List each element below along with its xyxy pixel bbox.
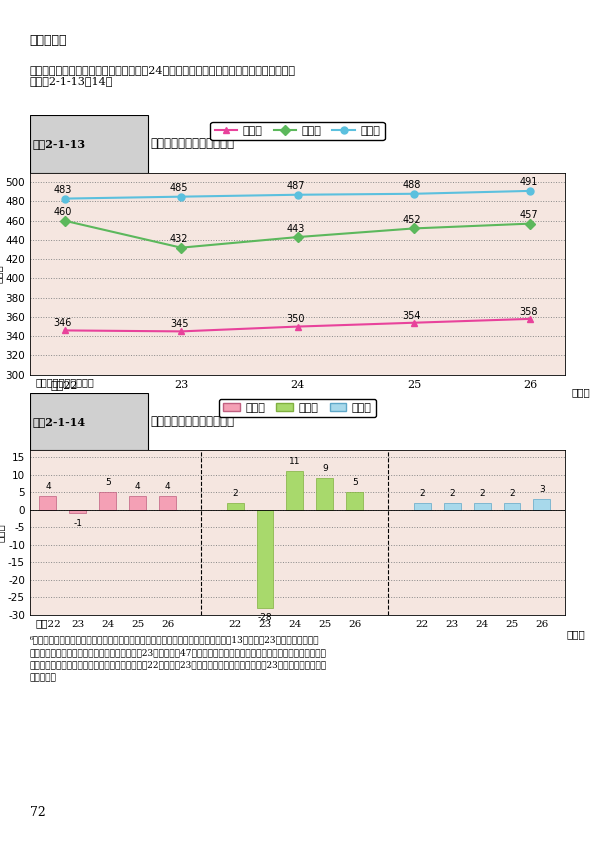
Bar [256, 510, 274, 608]
Bar [227, 503, 243, 510]
Text: 5: 5 [352, 478, 358, 488]
Line: 宮城県: 宮城県 [61, 217, 534, 251]
Text: （６）宅地: （６）宅地 [30, 34, 67, 46]
岩手県 [294, 322, 301, 332]
宮城県 [177, 242, 184, 253]
Text: 2: 2 [509, 488, 515, 498]
Text: 350: 350 [286, 314, 305, 324]
Text: 4: 4 [165, 482, 170, 491]
宮城県 [61, 216, 68, 226]
Text: 485: 485 [170, 183, 189, 193]
Line: 福島県: 福島県 [61, 188, 534, 202]
岩手県 [411, 317, 418, 328]
岩手県 [177, 327, 184, 337]
岩手県 [61, 325, 68, 335]
Text: 483: 483 [54, 185, 72, 195]
Text: （年）: （年） [566, 631, 585, 639]
FancyBboxPatch shape [30, 115, 148, 173]
Text: 被災３県の宅地面積の推移: 被災３県の宅地面積の推移 [151, 137, 234, 151]
Text: 354: 354 [403, 311, 421, 321]
Text: 5: 5 [105, 478, 111, 488]
Text: 11: 11 [289, 457, 300, 466]
Text: 460: 460 [54, 207, 72, 217]
Text: 457: 457 [519, 210, 538, 220]
Text: （年）: （年） [571, 388, 590, 397]
福島県 [294, 189, 301, 200]
Text: 資料：国土交通省資料: 資料：国土交通省資料 [35, 378, 94, 386]
宮城県 [294, 232, 301, 242]
Text: 491: 491 [519, 178, 538, 187]
Bar [286, 472, 303, 510]
Text: 358: 358 [519, 306, 538, 317]
Text: 2: 2 [479, 488, 485, 498]
岩手県 [527, 314, 534, 324]
Bar [129, 496, 146, 510]
Bar [533, 499, 550, 510]
Bar [474, 503, 490, 510]
Bar [414, 503, 431, 510]
Text: 488: 488 [403, 180, 421, 190]
Text: 345: 345 [170, 319, 189, 329]
宮城県 [527, 219, 534, 229]
Text: 2: 2 [449, 488, 455, 498]
FancyBboxPatch shape [30, 393, 148, 450]
Y-axis label: （㎢）: （㎢） [0, 523, 5, 542]
Legend: 岩手県, 宮城県, 福島県: 岩手県, 宮城県, 福島県 [219, 398, 376, 418]
Text: 2: 2 [232, 488, 238, 498]
Line: 岩手県: 岩手県 [61, 316, 534, 335]
Text: 443: 443 [286, 223, 305, 233]
Text: 487: 487 [286, 181, 305, 191]
Text: 346: 346 [54, 318, 72, 328]
Text: 452: 452 [403, 215, 421, 225]
Text: 2: 2 [419, 488, 425, 498]
Bar [317, 478, 333, 510]
Text: 432: 432 [170, 234, 189, 244]
宮城県 [411, 223, 418, 233]
Bar [503, 503, 521, 510]
Y-axis label: （㎢）: （㎢） [0, 264, 2, 283]
Bar [444, 503, 461, 510]
Text: 9: 9 [322, 464, 328, 473]
福島県 [61, 194, 68, 204]
Text: 図表2-1-13: 図表2-1-13 [33, 138, 86, 150]
福島県 [527, 186, 534, 196]
Text: -1: -1 [73, 519, 82, 528]
Bar [70, 510, 86, 514]
Text: 3: 3 [539, 485, 545, 494]
Text: 図表2-1-14: 図表2-1-14 [33, 416, 86, 428]
Bar [159, 496, 176, 510]
Text: 被災３県の宅地面積については、平成24年以降、復興事業の進捗等により増加した。
（図表2-1-13、14）: 被災３県の宅地面積については、平成24年以降、復興事業の進捗等により増加した。 … [30, 65, 296, 87]
Bar [39, 496, 57, 510]
福島県 [177, 192, 184, 202]
福島県 [411, 189, 418, 199]
Text: ⁶岩手県は、市町村で把握している震災により被害を受けた宅地の課税免除対象面積13㎢を平成23年以降加算して補
正している。宮城県は課税免除対象面積（平成23年実: ⁶岩手県は、市町村で把握している震災により被害を受けた宅地の課税免除対象面積13… [30, 636, 327, 682]
Bar [99, 493, 116, 510]
Text: 72: 72 [30, 806, 45, 819]
Text: 4: 4 [45, 482, 51, 491]
Text: 4: 4 [135, 482, 140, 491]
Text: -28: -28 [258, 613, 273, 622]
Text: 被災３県の宅地面積の増減: 被災３県の宅地面積の増減 [151, 415, 234, 429]
Legend: 岩手県, 宮城県, 福島県: 岩手県, 宮城県, 福島県 [211, 121, 384, 141]
Bar [346, 493, 363, 510]
